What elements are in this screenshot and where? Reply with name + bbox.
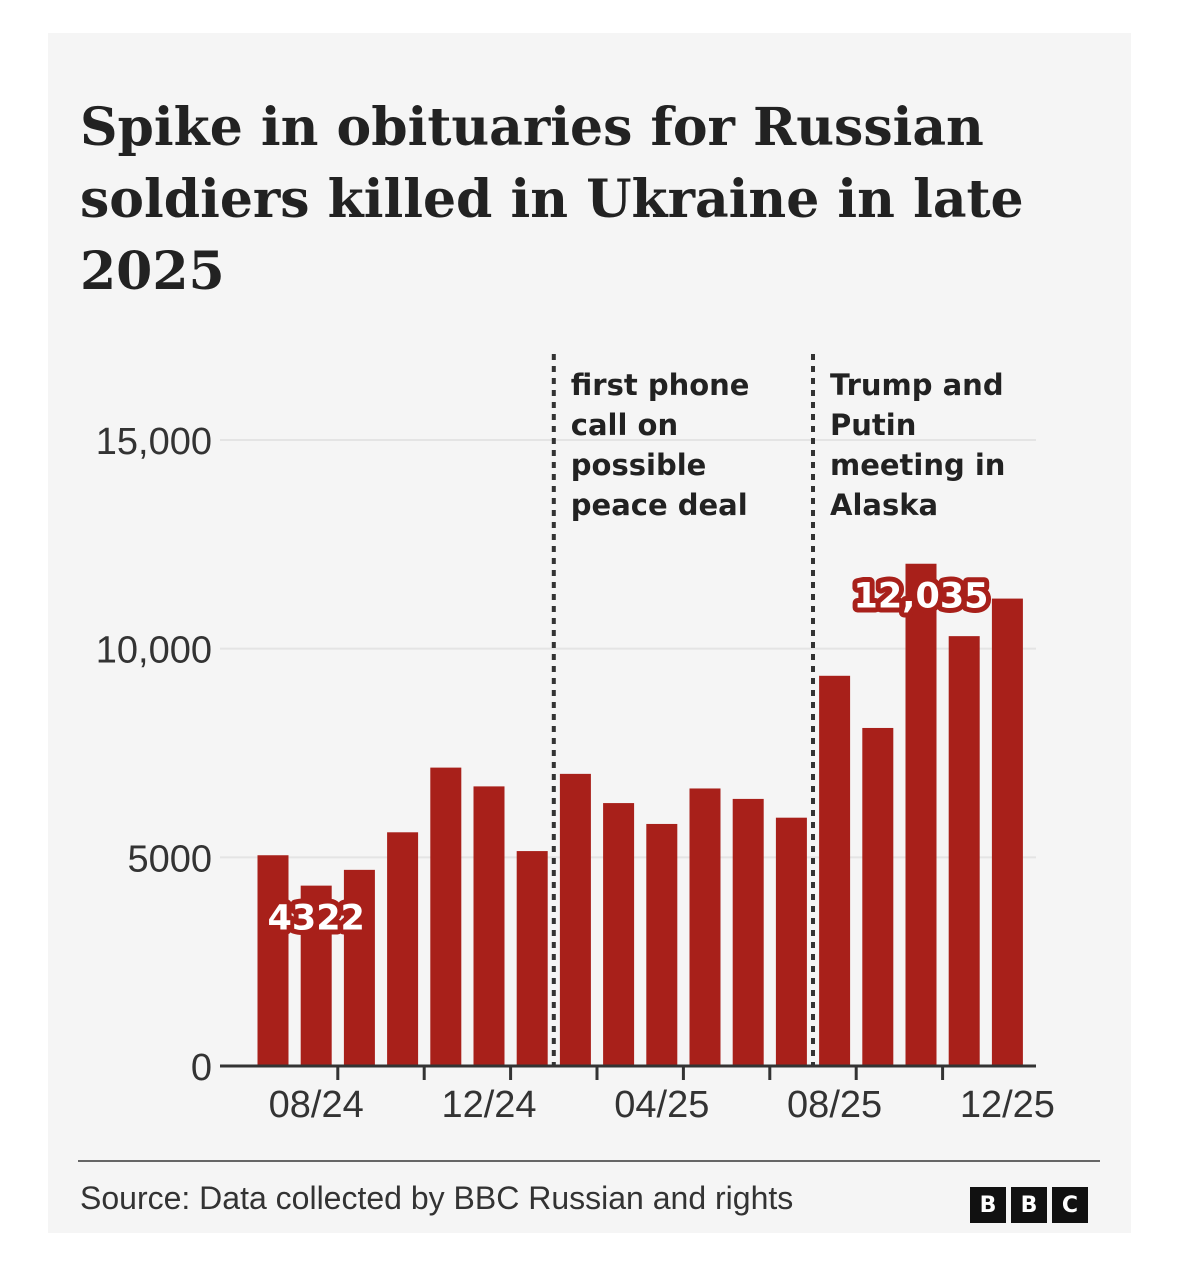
bar [862,727,894,1066]
annotation-line-text: meeting in [830,448,1005,482]
x-tick-label: 04/25 [614,1084,709,1126]
bbc-logo: B B C [970,1187,1088,1223]
annotation-line-text: Putin [830,408,916,442]
annotation-line-text: possible [571,448,707,482]
bbc-logo-letter: C [1052,1187,1088,1223]
annotation-text: first phone call on possible peace deal [571,368,750,522]
annotation-line-text: peace deal [571,488,748,522]
chart-title: Spike in obituaries for Russian soldiers… [80,97,1024,302]
bar [387,832,419,1066]
annotation-text: Trump and Putin meeting in Alaska [830,368,1005,522]
bar [300,885,332,1066]
bar [473,786,505,1066]
x-tick-label: 12/24 [441,1084,536,1126]
source-note: Source: Data collected by BBC Russian an… [80,1180,794,1216]
bar [646,823,678,1066]
annotation-line-text: Alaska [830,488,938,522]
y-tick-label: 5000 [127,838,212,880]
annotation-line-text: Trump and [830,368,1004,402]
x-tick-label: 08/24 [269,1084,364,1126]
bar [343,869,375,1066]
bar [689,788,721,1066]
bar [430,767,462,1066]
bar [991,598,1023,1066]
bar [559,773,591,1066]
bar [948,636,980,1066]
bar [257,855,289,1066]
bar [516,851,548,1066]
bar [819,675,851,1066]
bar [905,563,937,1066]
y-tick-label: 0 [191,1047,212,1089]
data-label: 4322 [267,899,364,939]
bar [732,798,764,1066]
bar [775,817,807,1066]
data-label: 12,035 [853,577,988,617]
y-tick-label: 15,000 [96,421,212,463]
y-tick-label: 10,000 [96,630,212,672]
x-tick-label: 12/25 [960,1084,1055,1126]
annotation-line-text: call on [571,408,678,442]
bbc-logo-letter: B [1011,1187,1047,1223]
bbc-logo-letter: B [970,1187,1006,1223]
footer-divider [78,1160,1100,1162]
bar [603,803,635,1066]
annotation-line-text: first phone [571,368,750,402]
x-tick-label: 08/25 [787,1084,882,1126]
